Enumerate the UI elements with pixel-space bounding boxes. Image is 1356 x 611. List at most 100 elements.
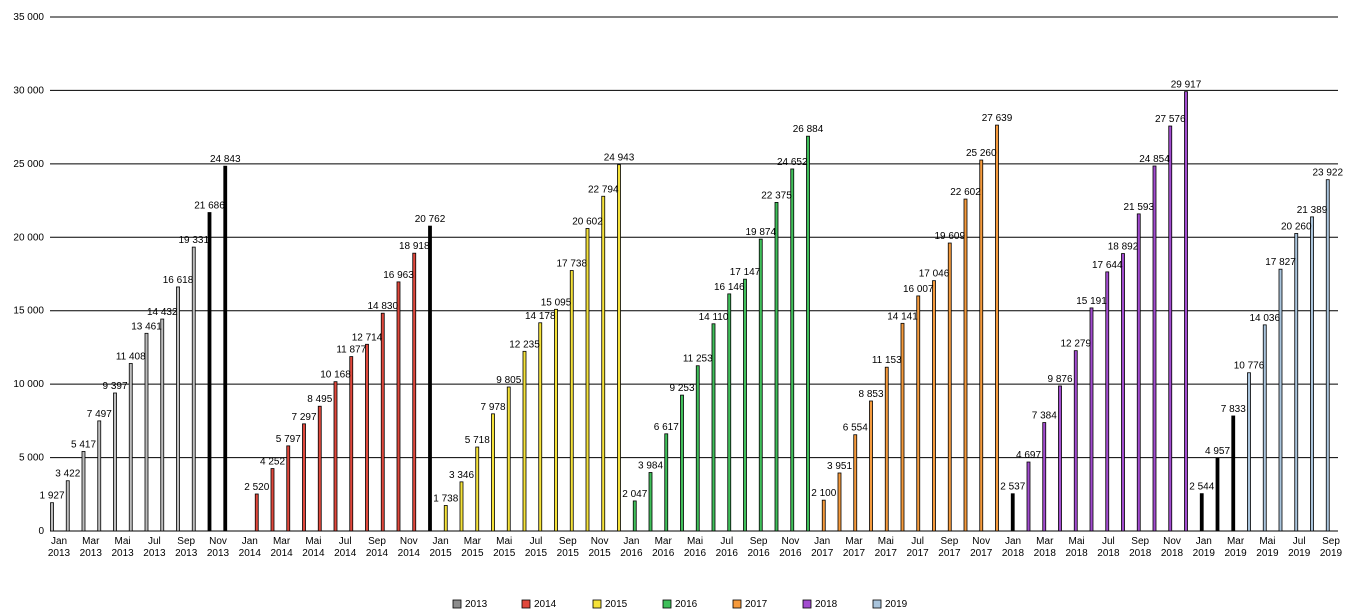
data-label-2015-3: 5 718 — [465, 435, 490, 446]
legend-label-2018: 2018 — [815, 599, 838, 610]
bar-2018-7 — [1105, 271, 1110, 532]
bar-2016-1 — [632, 500, 637, 532]
data-label-2015-5: 9 805 — [496, 375, 521, 386]
bar-2019-6 — [1278, 268, 1283, 532]
data-label-2018-10: 24 854 — [1139, 154, 1170, 165]
data-label-2013-8: 14 432 — [147, 307, 178, 318]
bar-2017-3 — [853, 434, 858, 532]
legend-swatch-2013 — [452, 599, 462, 609]
bar-2018-4 — [1058, 385, 1062, 532]
legend-label-2014: 2014 — [534, 599, 557, 610]
data-label-2013-1: 1 927 — [39, 491, 64, 502]
data-label-2014-1: 2 520 — [244, 482, 269, 493]
bar-2016-7 — [727, 293, 732, 532]
bar-2018-1 — [1010, 493, 1015, 532]
data-label-2015-4: 7 978 — [480, 402, 505, 413]
y-tick-label: 25 000 — [13, 159, 44, 170]
bar-2017-7 — [916, 295, 921, 532]
data-label-2015-9: 17 738 — [556, 259, 587, 270]
bar-2019-2 — [1215, 457, 1220, 532]
data-label-2013-4: 7 497 — [87, 409, 112, 420]
legend-swatch-2015 — [592, 599, 602, 609]
y-axis-tick-labels: 0 5 000 10 000 15 000 20 000 25 000 30 000 35 0… — [13, 12, 44, 537]
x-tick-label: Mai 2015 — [493, 536, 516, 559]
data-label-2016-7: 16 146 — [714, 282, 745, 293]
y-tick-label: 20 000 — [13, 232, 44, 243]
x-tick-label: Mai 2014 — [302, 536, 325, 559]
bar-2013-2 — [65, 480, 70, 532]
bar-2013-9 — [176, 286, 180, 532]
data-label-2017-10: 22 602 — [950, 187, 981, 198]
bar-2013-5 — [113, 392, 117, 532]
bar-2017-11 — [979, 159, 984, 532]
data-label-2018-6: 15 191 — [1076, 296, 1107, 307]
data-label-2017-8: 17 046 — [919, 269, 950, 280]
data-label-2015-12: 24 943 — [604, 153, 635, 164]
x-tick-label: Jan 2017 — [811, 536, 834, 559]
data-label-2019-2: 4 957 — [1205, 446, 1230, 457]
y-tick-label: 35 000 — [13, 12, 44, 23]
bar-2015-3 — [475, 446, 480, 532]
bar-2015-7 — [538, 322, 543, 532]
x-tick-label: Sep 2019 — [1320, 536, 1343, 559]
legend-label-2017: 2017 — [745, 599, 768, 610]
data-label-2017-5: 11 153 — [872, 355, 902, 366]
data-label-2013-6: 11 408 — [116, 351, 146, 362]
bar-2013-1 — [50, 502, 54, 532]
data-label-2018-5: 12 279 — [1060, 339, 1091, 350]
y-tick-label: 30 000 — [13, 85, 44, 96]
x-tick-label: Sep 2015 — [557, 536, 580, 559]
bar-2017-6 — [900, 322, 905, 532]
bar-2015-10 — [585, 228, 590, 532]
data-label-2016-6: 14 110 — [699, 312, 729, 323]
bar-2014-11 — [412, 252, 417, 532]
bar-2016-11 — [790, 168, 795, 532]
data-label-2019-5: 14 036 — [1249, 313, 1280, 324]
bar-2017-1 — [821, 499, 826, 532]
bar-2014-2 — [270, 468, 275, 532]
data-label-2015-8: 15 095 — [541, 297, 572, 308]
bar-2016-8 — [743, 278, 747, 532]
bar-2014-12 — [428, 225, 432, 532]
data-label-2019-3: 7 833 — [1221, 404, 1246, 415]
x-tick-label: Mai 2016 — [684, 536, 707, 559]
data-label-2016-9: 19 874 — [745, 227, 776, 238]
data-label-2019-8: 21 389 — [1297, 205, 1328, 216]
data-label-2016-4: 9 253 — [669, 383, 694, 394]
x-axis-tick-labels: Jan 2013 Mar 2013 Mai 2013 Jul 2013 Sep 2013 Nov 20… — [48, 536, 1343, 559]
bar-2013-11 — [207, 212, 212, 532]
data-label-2018-9: 21 593 — [1123, 202, 1154, 213]
data-label-2017-9: 19 609 — [934, 231, 965, 242]
bar-2015-6 — [522, 350, 527, 532]
x-tick-label: Jan 2013 — [48, 536, 71, 559]
bar-2014-3 — [286, 445, 291, 532]
bar-2018-8 — [1121, 253, 1125, 532]
x-tick-label: Sep 2013 — [175, 536, 198, 559]
x-tick-label: Mar 2017 — [843, 536, 866, 559]
x-tick-label: Mai 2018 — [1065, 536, 1088, 559]
bar-2018-2 — [1026, 461, 1031, 532]
x-tick-label: Jan 2016 — [620, 536, 643, 559]
bar-2019-9 — [1325, 179, 1330, 532]
x-tick-label: Sep 2018 — [1129, 536, 1152, 559]
data-label-2019-9: 23 922 — [1312, 168, 1343, 179]
data-label-2016-3: 6 617 — [654, 422, 679, 433]
x-tick-label: Jul 2019 — [1288, 536, 1311, 559]
bar-2015-5 — [506, 386, 511, 532]
data-label-2014-11: 18 918 — [399, 241, 430, 252]
bar-2016-9 — [758, 238, 763, 532]
bar-2013-8 — [160, 318, 165, 532]
data-label-2019-1: 2 544 — [1189, 482, 1214, 493]
bar-2016-5 — [695, 365, 700, 532]
bar-2015-4 — [491, 413, 495, 532]
x-tick-label: Mai 2013 — [111, 536, 134, 559]
bar-2017-9 — [947, 242, 952, 532]
bar-2019-7 — [1294, 233, 1299, 532]
bar-2019-4 — [1247, 372, 1251, 532]
legend: 2013 2014 2015 2016 2017 2018 2019 — [452, 599, 908, 610]
data-label-2016-10: 22 375 — [761, 190, 792, 201]
data-label-2018-4: 9 876 — [1047, 374, 1072, 385]
data-label-2014-7: 11 877 — [336, 345, 366, 356]
data-label-2018-11: 27 576 — [1155, 114, 1186, 125]
data-label-2015-2: 3 346 — [449, 470, 474, 481]
